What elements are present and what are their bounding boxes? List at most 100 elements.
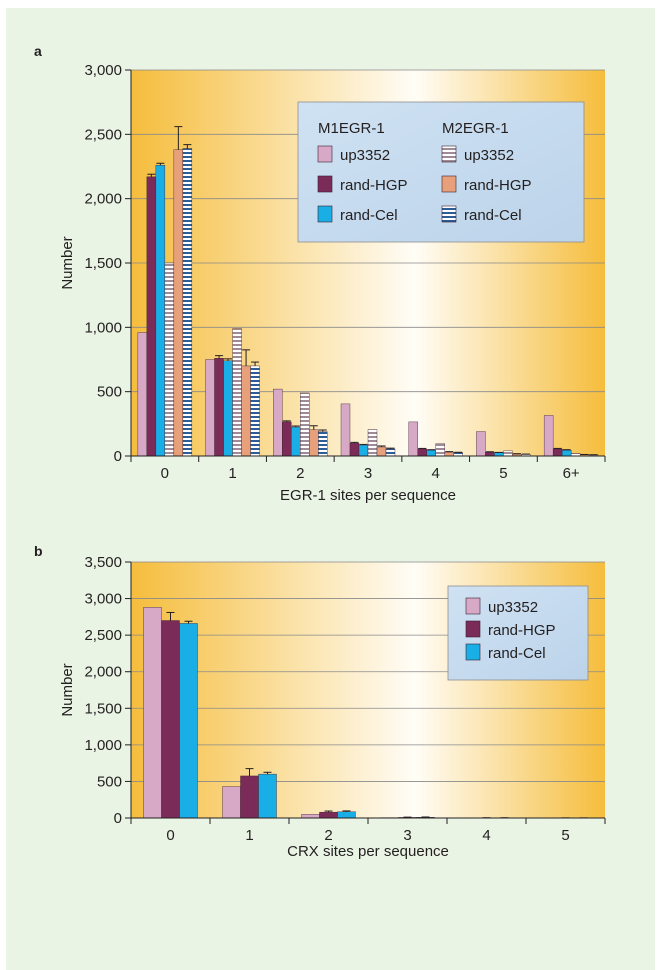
- panel-label: b: [34, 543, 43, 559]
- y-tick-label: 3,000: [84, 62, 122, 79]
- x-tick-label: 4: [432, 465, 440, 482]
- legend-swatch: [317, 205, 333, 223]
- legend-label: up3352: [464, 147, 514, 164]
- legend-swatch: [465, 643, 481, 661]
- bar: [561, 450, 572, 457]
- bar: [552, 448, 563, 457]
- legend-box: [297, 101, 585, 243]
- y-tick-label: 1,500: [84, 255, 122, 272]
- bar: [161, 620, 180, 819]
- bar: [273, 388, 283, 457]
- bar: [155, 165, 166, 457]
- x-tick-label: 3: [403, 827, 411, 844]
- x-tick-label: 1: [245, 827, 253, 844]
- y-tick-label: 2,000: [84, 191, 122, 208]
- bar: [146, 176, 157, 457]
- bar: [182, 148, 193, 457]
- y-tick-label: 0: [114, 448, 122, 465]
- bar: [282, 421, 292, 457]
- bar: [543, 415, 554, 457]
- legend-label: up3352: [340, 147, 390, 164]
- legend-swatch: [441, 205, 457, 223]
- bar: [205, 359, 215, 457]
- bar: [258, 773, 277, 819]
- legend-swatch: [441, 175, 457, 193]
- bar: [143, 607, 162, 819]
- legend-label: rand-Cel: [340, 207, 398, 224]
- bar: [476, 431, 486, 457]
- bar: [408, 421, 418, 457]
- bar: [358, 444, 369, 457]
- x-tick-label: 3: [364, 465, 372, 482]
- x-tick-label: 5: [499, 465, 507, 482]
- y-tick-label: 3,000: [84, 591, 122, 608]
- legend-swatch: [465, 620, 481, 638]
- bar: [417, 448, 427, 457]
- legend-label: rand-Cel: [464, 207, 522, 224]
- bar: [426, 450, 436, 457]
- y-tick-label: 500: [97, 384, 122, 401]
- bar: [223, 360, 233, 457]
- bar: [301, 814, 320, 819]
- y-tick-label: 500: [97, 773, 122, 790]
- bar: [435, 443, 445, 457]
- y-tick-label: 2,000: [84, 664, 122, 681]
- y-tick-label: 1,000: [84, 319, 122, 336]
- x-tick-label: 0: [161, 465, 169, 482]
- panel-label: a: [34, 43, 42, 59]
- x-tick-label: 5: [561, 827, 569, 844]
- y-tick-label: 2,500: [84, 627, 122, 644]
- bar: [291, 426, 301, 457]
- legend-label: rand-Cel: [488, 645, 546, 662]
- x-tick-label: 4: [482, 827, 490, 844]
- bar: [318, 431, 328, 457]
- bar: [214, 358, 224, 457]
- y-axis-title: Number: [59, 236, 76, 289]
- axes: 0 500 1,000 1,500 2,000 2,500 3,000 0 1 2 3 4 5 6+: [84, 62, 606, 482]
- legend-group-title: M2EGR-1: [442, 120, 509, 137]
- legend-swatch: [317, 145, 333, 163]
- legend-swatch: [317, 175, 333, 193]
- x-tick-label: 6+: [563, 465, 580, 482]
- legend-label: rand-HGP: [464, 177, 532, 194]
- x-tick-label: 2: [296, 465, 304, 482]
- legend: up3352 rand-HGP rand-Cel: [447, 585, 589, 681]
- y-tick-label: 3,500: [84, 554, 122, 571]
- bar: [250, 365, 260, 457]
- bars: [143, 607, 593, 819]
- axes: 0 500 1,000 1,500 2,000 2,500 3,000 3,500 0 1 2 3 4 5: [84, 554, 606, 844]
- legend: M1EGR-1 M2EGR-1 up3352 rand-HGP rand-Cel up…: [297, 101, 585, 243]
- x-tick-label: 1: [228, 465, 236, 482]
- bars: [137, 126, 599, 457]
- x-tick-label: 0: [166, 827, 174, 844]
- legend-swatch: [441, 145, 457, 163]
- legend-label: up3352: [488, 599, 538, 616]
- bar: [485, 451, 495, 457]
- bar: [179, 623, 198, 819]
- y-tick-label: 1,500: [84, 700, 122, 717]
- bar: [164, 262, 175, 457]
- x-tick-label: 2: [324, 827, 332, 844]
- chart-panel-b: b 0 500 1,000 1,500 2,000 2,500 3,000 3,500 0 1 2 3…: [34, 543, 606, 860]
- legend-group-title: M1EGR-1: [318, 120, 385, 137]
- bar: [222, 786, 241, 819]
- bar: [137, 332, 148, 457]
- bar: [503, 450, 513, 457]
- legend-label: rand-HGP: [340, 177, 408, 194]
- bar: [337, 811, 356, 819]
- bar: [240, 775, 259, 819]
- bar: [349, 442, 360, 457]
- bar: [385, 448, 396, 457]
- bar: [300, 392, 310, 457]
- y-axis-title: Number: [59, 663, 76, 716]
- bar: [340, 403, 351, 457]
- y-tick-label: 0: [114, 810, 122, 827]
- bar: [309, 429, 319, 457]
- bar: [173, 149, 184, 457]
- bar: [376, 446, 387, 457]
- bar: [367, 429, 378, 457]
- legend-swatch: [465, 597, 481, 615]
